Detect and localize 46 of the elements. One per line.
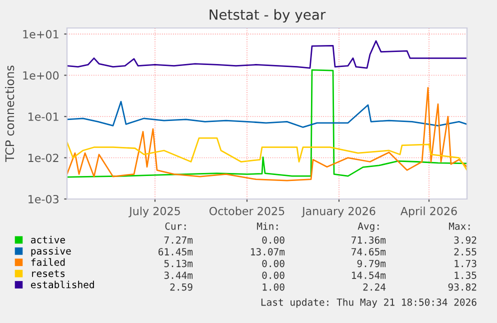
text: Min:: [257, 222, 278, 230]
y-tick-label: 1e+01: [23, 30, 58, 38]
x-tick-label: July 2025: [128, 206, 180, 218]
text: Max:: [449, 222, 470, 230]
x-tick-label: April 2026: [400, 206, 457, 218]
text: 3.92: [454, 236, 476, 244]
legend-label: passive: [31, 247, 71, 257]
x-tick-label: January 2026: [301, 206, 376, 218]
y-tick-label: 1e-03: [28, 194, 58, 204]
text: 0.00: [262, 236, 284, 244]
line-series: [67, 86, 467, 182]
line-series: [67, 40, 467, 69]
legend-label: established: [31, 280, 94, 288]
chart-title: Netstat - by year: [210, 9, 326, 23]
line-series: [67, 69, 467, 178]
text: 71.36m: [352, 236, 386, 244]
legend-label: resets: [32, 270, 65, 278]
text: 1.00: [262, 283, 284, 291]
x-tick-label: October 2025: [209, 206, 284, 216]
y-tick-label: 1e-02: [28, 154, 58, 162]
line-series: [67, 137, 467, 171]
text: Avg:: [358, 222, 379, 232]
text: 9.79m: [357, 260, 386, 268]
text: 5.13m: [164, 260, 193, 268]
text: 2.55: [454, 248, 476, 256]
text: 93.82: [448, 283, 476, 291]
y-tick-label: 1e-01: [28, 112, 58, 121]
y-axis-title: TCP connections: [5, 66, 14, 162]
y-tick-label: 1e+00: [23, 71, 59, 80]
text: 2.24: [363, 283, 386, 291]
text: Cur:: [165, 222, 186, 230]
text: 3.44m: [164, 272, 193, 279]
text: 0.00: [262, 260, 284, 268]
text: 1.35: [454, 272, 476, 279]
text: 13.07m: [251, 248, 285, 256]
line-series: [67, 100, 467, 128]
legend-label: failed: [31, 258, 65, 266]
text: 2.59: [170, 283, 192, 291]
text: 61.45m: [158, 248, 193, 256]
text: Last update: Thu May 21 18:50:34 2026: [261, 298, 476, 308]
text: 0.00: [262, 272, 284, 279]
legend-label: active: [31, 236, 65, 244]
text: 74.65m: [352, 248, 386, 256]
text: 1.73: [454, 260, 476, 268]
text: 7.27m: [164, 236, 193, 244]
text: 14.54m: [352, 272, 386, 279]
